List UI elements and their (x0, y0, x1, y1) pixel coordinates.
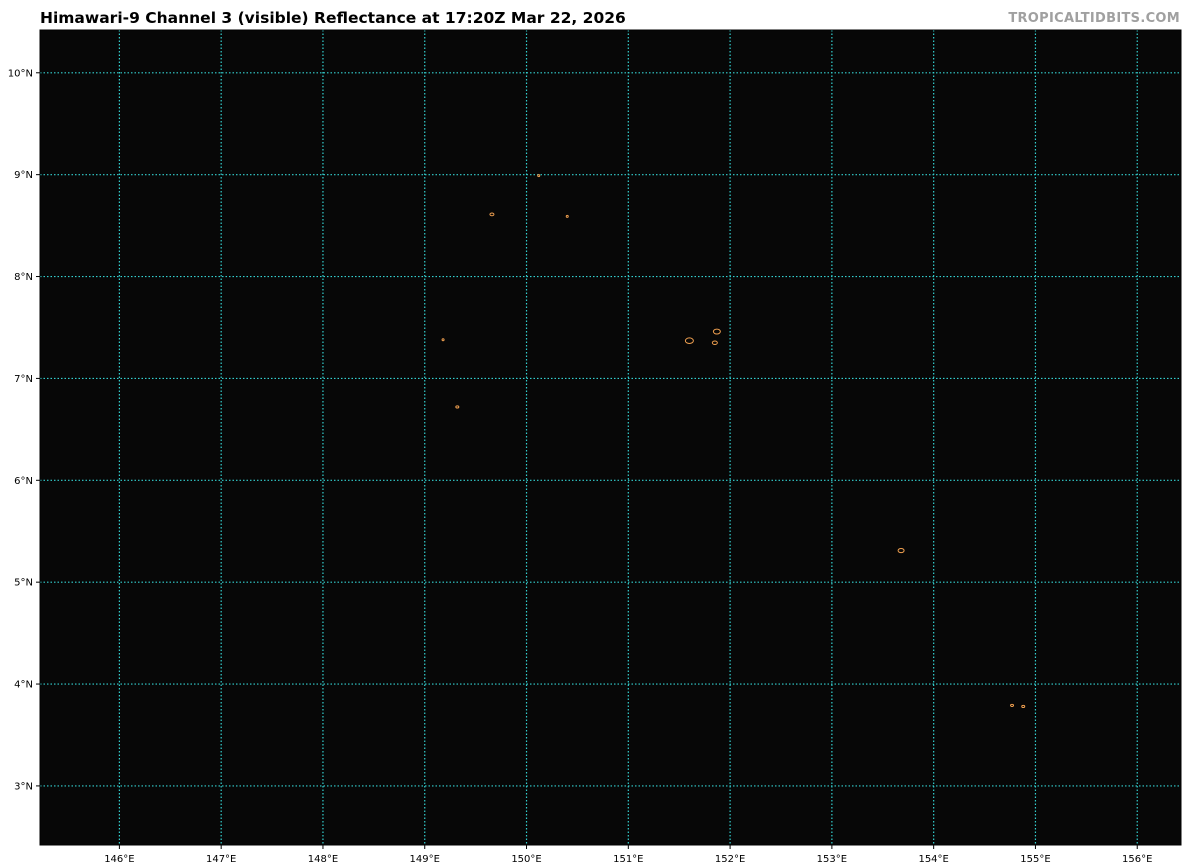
lon-tick-label: 152°E (715, 854, 745, 865)
lon-tick-label: 149°E (410, 854, 440, 865)
island-outline (537, 174, 541, 178)
lon-tick-label: 156°E (1122, 854, 1152, 865)
lat-tick-label: 7°N (14, 374, 33, 385)
lat-tick-label: 3°N (14, 781, 33, 792)
island-outline (1010, 703, 1015, 707)
lat-tick-label: 6°N (14, 476, 33, 487)
island-outline (1021, 704, 1026, 709)
island-outline (712, 328, 721, 335)
lon-tick-label: 150°E (511, 854, 541, 865)
map-background (40, 30, 1181, 845)
lon-tick-label: 155°E (1020, 854, 1050, 865)
island-outline (711, 340, 718, 346)
map-title: Himawari-9 Channel 3 (visible) Reflectan… (40, 9, 626, 27)
lon-tick-label: 153°E (817, 854, 847, 865)
island-outline (441, 338, 445, 342)
map-frame (39, 29, 1182, 846)
island-outline (897, 547, 905, 554)
lat-tick-label: 8°N (14, 272, 33, 283)
lon-tick-label: 147°E (206, 854, 236, 865)
credit-watermark: TROPICALTIDBITS.COM (1008, 11, 1180, 26)
lat-tick-label: 9°N (14, 170, 33, 181)
lon-tick-label: 154°E (918, 854, 948, 865)
lat-tick-label: 10°N (8, 68, 33, 79)
lon-tick-label: 148°E (308, 854, 338, 865)
lon-tick-label: 146°E (104, 854, 134, 865)
island-outline (455, 405, 460, 409)
lat-tick-label: 4°N (14, 680, 33, 691)
lon-tick-label: 151°E (613, 854, 643, 865)
lat-tick-label: 5°N (14, 578, 33, 589)
axis-ticks: 146°E 147°E 148°E 149°E 150°E 151°E 152°E 153°E… (8, 68, 1153, 865)
graticule (40, 30, 1181, 845)
island-outline (684, 337, 694, 345)
island-outline (565, 214, 569, 218)
island-outline (489, 212, 495, 217)
coastlines (441, 174, 1026, 709)
